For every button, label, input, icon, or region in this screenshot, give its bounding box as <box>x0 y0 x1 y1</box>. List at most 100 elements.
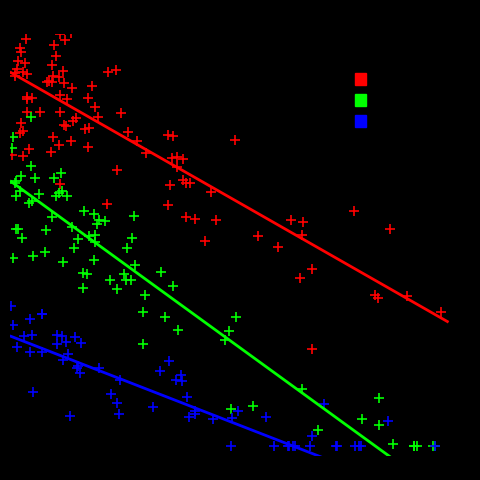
Point <box>27 162 35 170</box>
Point <box>28 331 36 338</box>
Point <box>93 220 101 228</box>
Point <box>306 442 313 450</box>
Point <box>192 408 199 415</box>
Point <box>50 174 58 181</box>
Point <box>333 442 340 450</box>
Point <box>96 216 103 224</box>
Point <box>432 442 439 450</box>
Point <box>74 235 82 243</box>
Point <box>81 125 89 133</box>
Point <box>108 390 115 398</box>
Point <box>270 442 278 450</box>
Point <box>182 180 190 187</box>
Point <box>84 144 91 151</box>
Point <box>332 442 339 450</box>
Point <box>375 395 383 402</box>
Point <box>143 149 150 157</box>
Point <box>68 84 76 92</box>
Point <box>225 327 233 335</box>
Point <box>207 189 215 196</box>
Point <box>28 95 36 102</box>
Point <box>168 155 176 162</box>
Point <box>12 225 20 232</box>
Point <box>26 315 34 323</box>
Point <box>60 79 68 86</box>
Point <box>291 442 299 450</box>
Point <box>67 137 75 144</box>
Point <box>85 232 93 240</box>
Point <box>57 169 65 177</box>
Point <box>89 82 96 89</box>
Point <box>228 415 235 422</box>
Point <box>84 270 91 278</box>
Point <box>308 346 315 353</box>
Point <box>161 313 169 321</box>
Point <box>58 187 66 195</box>
Point <box>350 207 358 215</box>
Point <box>231 136 239 144</box>
Point <box>60 121 68 129</box>
Point <box>55 189 62 196</box>
Point <box>77 339 84 347</box>
Point <box>63 192 71 199</box>
Point <box>25 145 33 153</box>
Point <box>375 420 383 428</box>
Point <box>20 25 28 33</box>
Point <box>48 61 56 69</box>
Point <box>212 216 220 224</box>
Point <box>169 282 177 290</box>
Point <box>79 270 87 277</box>
Point <box>14 225 22 233</box>
Point <box>17 48 24 56</box>
Point <box>320 400 328 408</box>
Point <box>404 292 411 300</box>
Point <box>16 25 24 33</box>
Point <box>18 119 25 127</box>
Point <box>23 0 31 7</box>
Point <box>13 65 21 73</box>
Point <box>173 163 181 170</box>
Point <box>227 442 234 450</box>
Point <box>105 68 112 75</box>
Point <box>106 276 113 284</box>
Point <box>32 174 39 182</box>
Point <box>91 231 99 239</box>
Point <box>80 207 88 215</box>
Point <box>22 35 30 43</box>
Point <box>124 128 132 136</box>
Point <box>182 214 190 221</box>
Point <box>285 442 292 450</box>
Point <box>56 180 64 188</box>
Point <box>129 234 136 242</box>
Point <box>56 108 64 116</box>
Point <box>191 410 199 418</box>
Point <box>410 442 418 450</box>
Point <box>139 340 147 348</box>
Point <box>429 442 436 450</box>
Point <box>174 326 182 334</box>
Point <box>289 442 297 450</box>
Point <box>285 442 293 450</box>
Point <box>173 153 181 161</box>
Point <box>60 67 67 75</box>
Point <box>351 442 359 450</box>
Point <box>131 261 139 268</box>
Point <box>91 239 98 246</box>
Point <box>29 197 36 204</box>
Point <box>55 141 63 149</box>
Point <box>35 191 43 198</box>
Point <box>21 59 29 67</box>
Point <box>16 187 24 194</box>
Point <box>36 108 44 116</box>
Point <box>7 302 15 310</box>
Point <box>14 58 22 65</box>
Point <box>56 92 63 99</box>
Point <box>62 122 70 130</box>
Point <box>74 362 82 370</box>
Point <box>50 41 58 49</box>
Point <box>117 109 125 117</box>
Point <box>149 404 157 411</box>
Point <box>185 413 192 420</box>
Point <box>29 388 37 396</box>
Point <box>64 350 72 358</box>
